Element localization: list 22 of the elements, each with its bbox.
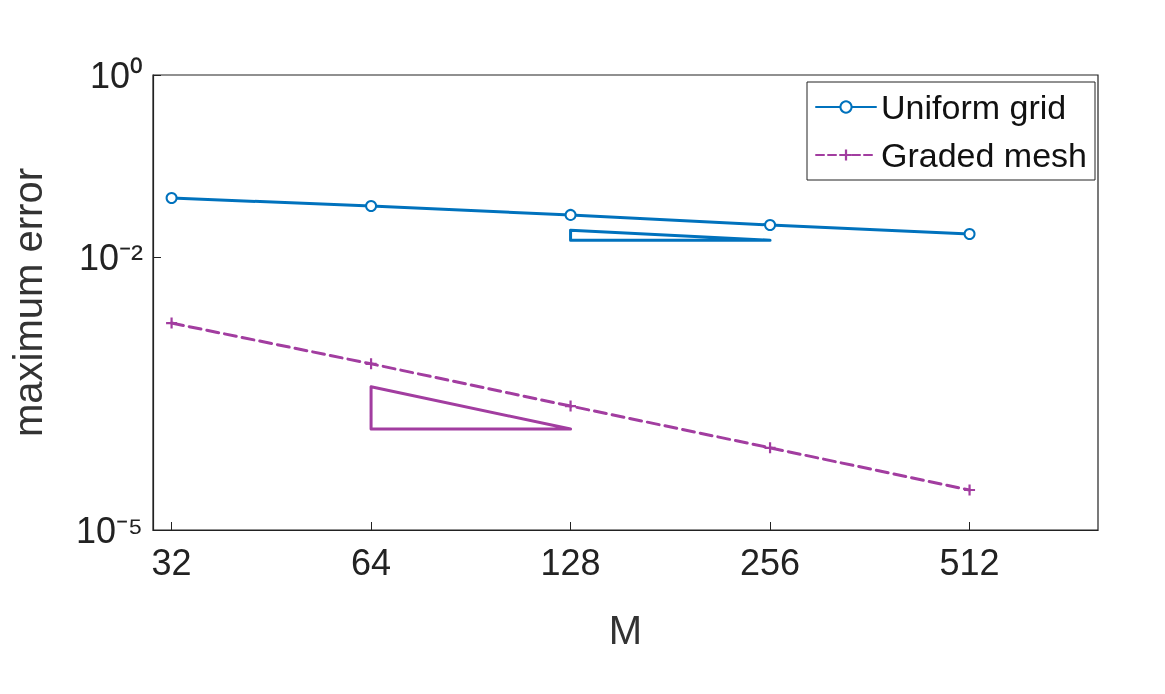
y-axis-title: maximum error [6, 168, 50, 437]
x-tick-label: 64 [351, 541, 392, 583]
point [165, 192, 178, 204]
y-tick-label: 10⁰ [89, 54, 143, 96]
x-tick-label: 512 [939, 541, 1000, 583]
point [166, 317, 178, 329]
point [564, 208, 577, 221]
y-tick-label: 10⁻² [78, 236, 144, 278]
point [365, 200, 378, 213]
x-tick-label: 256 [740, 541, 801, 583]
point [963, 227, 976, 240]
legend-label: Graded mesh [881, 136, 1088, 174]
point [565, 400, 577, 412]
legend-label: Uniform grid [881, 88, 1067, 126]
x-tick-label: 32 [151, 541, 192, 583]
point [365, 358, 377, 370]
point [964, 484, 976, 496]
point [764, 442, 776, 454]
x-axis-title: M [608, 608, 643, 652]
point [764, 218, 777, 231]
y-tick-label: 10⁻⁵ [76, 509, 143, 551]
x-tick-label: 128 [540, 541, 601, 583]
